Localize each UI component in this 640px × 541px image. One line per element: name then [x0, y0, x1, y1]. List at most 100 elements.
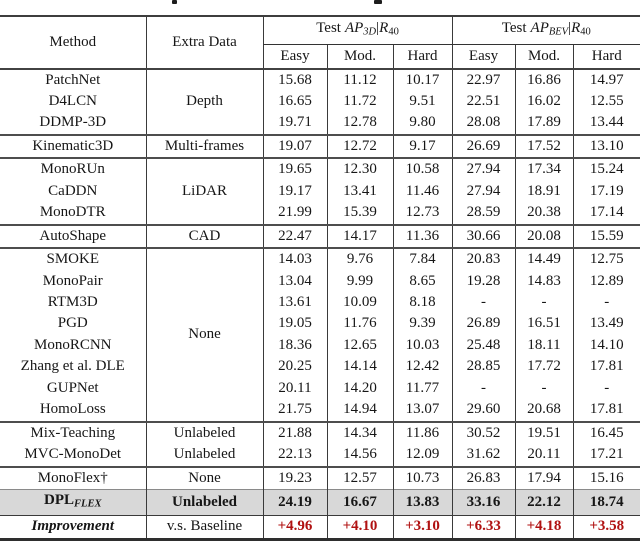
- score-value: 16.67: [326, 489, 393, 516]
- method-name: D4LCN: [48, 92, 97, 109]
- score-value: 13.49: [572, 313, 640, 335]
- score-value: 21.99: [262, 202, 327, 225]
- score-value: 14.20: [326, 377, 393, 400]
- method-name: CaDDN: [48, 182, 98, 199]
- score-value: 17.21: [572, 444, 640, 467]
- score-value: 27.94: [451, 157, 516, 181]
- score-value: 8.18: [392, 292, 453, 314]
- table-row: DPLFLEX Unlabeled 24.19 16.67 13.83 33.16 22.1…: [0, 489, 640, 516]
- score-value: 17.19: [572, 180, 640, 203]
- cropped-caption-fragment: [374, 0, 382, 4]
- column-group-apbev: Test APBEV|R40: [451, 16, 640, 45]
- ap3d-r-symbol: R: [379, 20, 389, 36]
- score-value: 15.68: [262, 68, 327, 91]
- apbev-prefix: Test: [501, 20, 527, 36]
- score-value: 21.88: [262, 420, 327, 445]
- score-value: 12.73: [392, 202, 453, 225]
- score-value: 9.51: [392, 90, 453, 113]
- method-name: MonoFlex†: [0, 465, 146, 490]
- table-row: Kinematic3D Multi-frames 19.07 12.72 9.17 26.…: [0, 133, 640, 159]
- column-group-ap3d: Test AP3D|R40: [262, 16, 453, 45]
- score-value: 27.94: [451, 180, 516, 203]
- method-name: Improvement: [0, 515, 146, 540]
- score-value: 11.86: [392, 420, 453, 445]
- table-row: PatchNet Depth 15.68 11.12 10.17 22.97 16.86 14…: [0, 68, 640, 135]
- score-value: 26.83: [451, 465, 516, 490]
- score-value: 17.52: [514, 133, 574, 159]
- score-value: 13.10: [572, 133, 640, 159]
- score-value: 20.38: [514, 202, 574, 225]
- ap3d-bar: |: [376, 20, 380, 36]
- score-value: 26.69: [451, 133, 516, 159]
- score-value: 21.75: [262, 399, 327, 422]
- score-value: 18.11: [514, 334, 574, 357]
- score-value: 20.25: [262, 356, 327, 378]
- score-value: 14.03: [262, 247, 327, 271]
- method-name: HomoLoss: [39, 401, 106, 418]
- score-value: 24.19: [262, 489, 327, 516]
- score-value: 12.89: [572, 270, 640, 293]
- cropped-caption-fragment: [172, 0, 177, 4]
- score-value: 14.10: [572, 334, 640, 357]
- score-value: -: [572, 292, 640, 314]
- score-value: 20.08: [514, 223, 574, 249]
- column-header-easy-3d: Easy: [262, 44, 327, 70]
- score-value: 20.83: [451, 247, 516, 271]
- score-value: 18.36: [262, 334, 327, 357]
- column-header-mod-3d: Mod.: [326, 44, 393, 70]
- score-value: 26.89: [451, 313, 516, 335]
- score-value: 20.68: [514, 399, 574, 422]
- table-row: MonoFlex† None 19.23 12.57 10.73 26.83 17.94 15…: [0, 465, 640, 490]
- score-value: 8.65: [392, 270, 453, 293]
- score-value: -: [514, 292, 574, 314]
- score-value: -: [451, 292, 516, 314]
- score-value: +3.58: [572, 515, 640, 540]
- table-row: MonoRCNN 18.36 12.65 10.03 25.48 18.11 14.10: [0, 334, 640, 357]
- score-value: 10.09: [326, 292, 393, 314]
- score-value: 9.76: [326, 247, 393, 271]
- score-value: +6.33: [451, 515, 516, 540]
- column-header-hard-bev: Hard: [572, 44, 640, 70]
- score-value: 31.62: [451, 444, 516, 467]
- score-value: 17.34: [514, 157, 574, 181]
- method-name: PatchNet: [45, 71, 101, 88]
- score-value: 10.03: [392, 334, 453, 357]
- table-row: AutoShape CAD 22.47 14.17 11.36 30.66 20.08 15.…: [0, 223, 640, 249]
- score-value: 10.58: [392, 157, 453, 181]
- extra-data-label: v.s. Baseline: [145, 515, 263, 540]
- score-value: +3.10: [392, 515, 453, 540]
- header-row-difficulty: Easy Mod. Hard Easy Mod. Hard: [0, 44, 640, 70]
- score-value: 12.75: [572, 247, 640, 271]
- score-value: 19.28: [451, 270, 516, 293]
- score-value: 14.97: [572, 68, 640, 91]
- method-name: Kinematic3D: [0, 133, 146, 159]
- table-row: D4LCN 16.65 11.72 9.51 22.51 16.02 12.55: [0, 90, 640, 113]
- results-table: Method Extra Data Test AP3D|R40 Test APBEV…: [0, 15, 640, 541]
- ap3d-prefix: Test: [316, 20, 341, 36]
- ap3d-r-subscript: 40: [388, 26, 399, 38]
- score-value: 17.81: [572, 356, 640, 378]
- score-value: 19.51: [514, 420, 574, 445]
- method-name: MonoPair: [42, 272, 103, 289]
- score-value: 22.12: [514, 489, 574, 516]
- score-value: 14.34: [326, 420, 393, 445]
- score-value: 9.39: [392, 313, 453, 335]
- score-value: 28.59: [451, 202, 516, 225]
- score-value: 19.71: [262, 112, 327, 135]
- score-value: 22.51: [451, 90, 516, 113]
- score-value: 11.76: [326, 313, 393, 335]
- extra-data-label: Depth: [145, 68, 263, 135]
- score-value: 16.86: [514, 68, 574, 91]
- score-value: -: [572, 377, 640, 400]
- score-value: 13.83: [392, 489, 453, 516]
- method-name-subscript: FLEX: [74, 498, 102, 510]
- table-row: CaDDN 19.17 13.41 11.46 27.94 18.91 17.19: [0, 180, 640, 203]
- score-value: 12.42: [392, 356, 453, 378]
- score-value: 14.17: [326, 223, 393, 249]
- score-value: 9.17: [392, 133, 453, 159]
- ap3d-subscript: 3D: [363, 26, 377, 38]
- score-value: 22.97: [451, 68, 516, 91]
- column-header-hard-3d: Hard: [392, 44, 453, 70]
- score-value: 12.09: [392, 444, 453, 467]
- score-value: 15.59: [572, 223, 640, 249]
